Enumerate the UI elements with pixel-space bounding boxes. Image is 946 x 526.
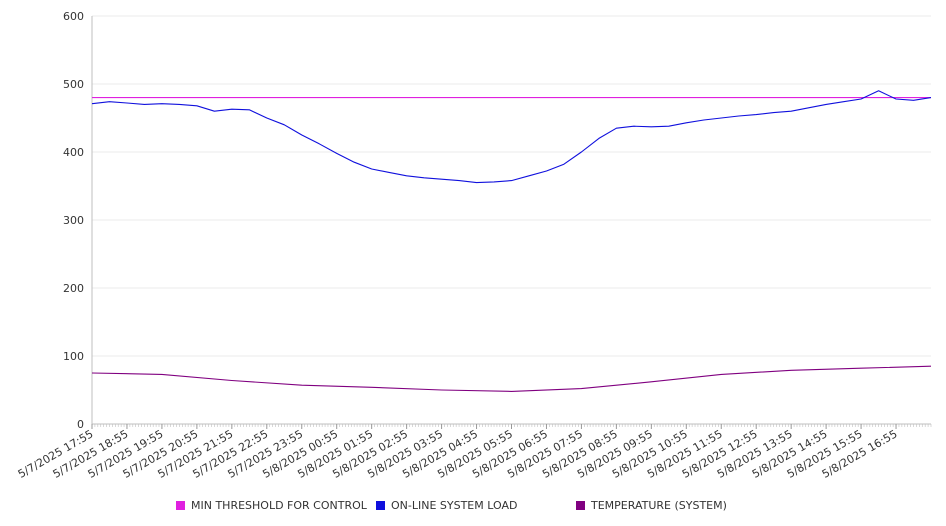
y-tick-label: 100 — [63, 350, 84, 363]
legend-swatch-temperature — [576, 501, 585, 510]
legend-item-threshold[interactable]: MIN THRESHOLD FOR CONTROL — [176, 499, 367, 512]
legend-swatch-threshold — [176, 501, 185, 510]
axes — [91, 16, 932, 427]
legend-label-temperature: TEMPERATURE (SYSTEM) — [591, 499, 727, 512]
y-tick-label: 200 — [63, 282, 84, 295]
legend: MIN THRESHOLD FOR CONTROL ON-LINE SYSTEM… — [0, 496, 946, 516]
legend-label-threshold: MIN THRESHOLD FOR CONTROL — [191, 499, 367, 512]
y-tick-label: 300 — [63, 214, 84, 227]
gridlines — [92, 15, 931, 357]
legend-item-load[interactable]: ON-LINE SYSTEM LOAD — [376, 499, 517, 512]
legend-item-temperature[interactable]: TEMPERATURE (SYSTEM) — [576, 499, 727, 512]
legend-swatch-load — [376, 501, 385, 510]
y-axis-ticks: 0 100 200 300 400 500 600 — [63, 10, 84, 431]
series-temperature-line — [91, 365, 932, 392]
series-lines — [91, 90, 932, 392]
y-tick-label: 0 — [77, 418, 84, 431]
y-tick-label: 600 — [63, 10, 84, 23]
y-tick-label: 400 — [63, 146, 84, 159]
legend-label-load: ON-LINE SYSTEM LOAD — [391, 499, 518, 512]
y-tick-label: 500 — [63, 78, 84, 91]
x-axis-ticks: 5/7/2025 17:555/7/2025 18:555/7/2025 19:… — [16, 424, 900, 481]
series-system-load-line — [91, 90, 932, 184]
